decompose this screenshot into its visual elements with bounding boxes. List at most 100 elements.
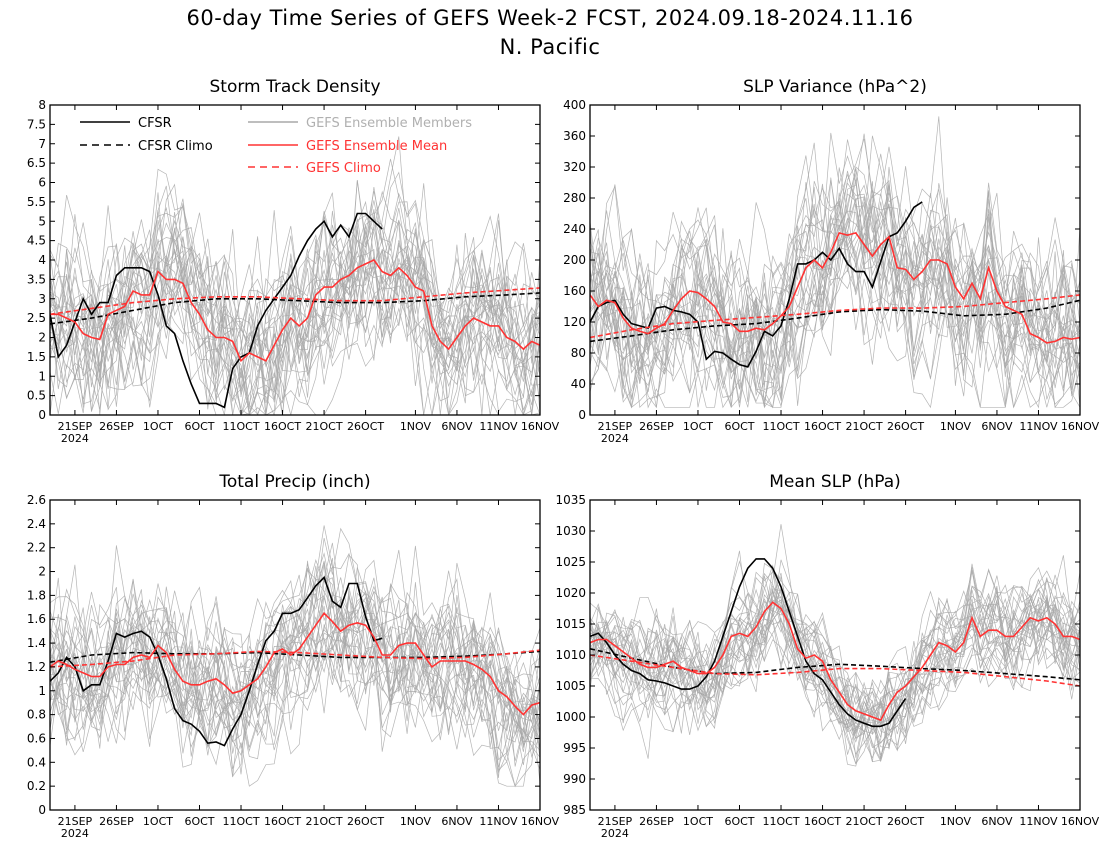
- y-tick-label: 2.2: [27, 541, 46, 555]
- y-tick-label: 1020: [555, 586, 586, 600]
- ensemble-member-line: [590, 170, 1080, 409]
- y-tick-label: 5: [38, 214, 46, 228]
- x-tick-label: 16NOV: [1061, 815, 1100, 828]
- y-tick-label: 0.4: [27, 755, 46, 769]
- y-tick-label: 40: [571, 377, 586, 391]
- y-tick-label: 0: [578, 408, 586, 422]
- y-tick-label: 400: [563, 98, 586, 112]
- page-subtitle: N. Pacific: [499, 35, 601, 59]
- legend-cfsr-climo-label: CFSR Climo: [138, 139, 213, 154]
- y-tick-label: 1.4: [27, 636, 46, 650]
- ensemble-member-line: [50, 560, 540, 759]
- y-tick-label: 7: [38, 137, 46, 151]
- x-tick-label: 11NOV: [1019, 815, 1058, 828]
- y-tick-label: 4: [38, 253, 46, 267]
- chart-title: Storm Track Density: [209, 77, 380, 97]
- ensemble-member-line: [50, 562, 540, 749]
- plot-frame: [49, 499, 541, 811]
- ensemble-member-line: [50, 183, 540, 411]
- ensemble-member-line: [50, 201, 540, 415]
- ensemble-member-line: [50, 595, 540, 788]
- series-line-gefs-ensemble-mean: [50, 612, 540, 716]
- ensemble-member-line: [590, 195, 1080, 409]
- ensemble-member-line: [50, 210, 540, 412]
- ensemble-member-line: [50, 192, 540, 415]
- ensemble-member-line: [590, 166, 1080, 408]
- x-tick-label: 1NOV: [940, 420, 972, 433]
- x-tick-label: 1OCT: [683, 420, 713, 433]
- y-tick-label: 1.2: [27, 660, 46, 674]
- x-tick-label: 26SEP: [639, 815, 674, 828]
- x-year-label: 2024: [601, 827, 629, 840]
- y-tick-label: 995: [563, 741, 586, 755]
- ensemble-member-line: [590, 560, 1080, 750]
- ensemble-member-line: [590, 167, 1080, 408]
- series-line-gefs-ensemble-mean: [50, 258, 540, 363]
- y-tick-label: 5.5: [27, 195, 46, 209]
- x-tick-label: 26OCT: [347, 420, 384, 433]
- x-tick-label: 6OCT: [184, 420, 214, 433]
- ensemble-member-line: [50, 171, 540, 415]
- ensemble-member-line: [50, 239, 540, 415]
- y-tick-label: 2.6: [27, 493, 46, 507]
- y-tick-label: 1.5: [27, 350, 46, 364]
- chart-panel: 0 0.5 1 1.5 2 2.5 3 3.5 4 4.5 5 5.5 6 6.5 7 7.5 8 21SEP 26…: [27, 77, 560, 445]
- x-tick-label: 1NOV: [400, 815, 432, 828]
- x-tick-label: 26SEP: [99, 420, 134, 433]
- y-tick-label: 3.5: [27, 272, 46, 286]
- ensemble-member-line: [590, 566, 1080, 763]
- y-tick-label: 120: [563, 315, 586, 329]
- y-tick-label: 0: [38, 408, 46, 422]
- x-tick-label: 6OCT: [724, 420, 754, 433]
- x-tick-label: 26OCT: [347, 815, 384, 828]
- x-tick-label: 11OCT: [762, 815, 799, 828]
- y-tick-label: 1030: [555, 524, 586, 538]
- series-line-cfsr: [590, 558, 907, 728]
- y-tick-label: 8: [38, 98, 46, 112]
- ensemble-member-line: [50, 222, 540, 415]
- y-tick-label: 2.4: [27, 517, 46, 531]
- legend-gefs-climo-label: GEFS Climo: [306, 161, 381, 176]
- x-tick-label: 16NOV: [521, 420, 560, 433]
- x-tick-label: 21OCT: [306, 420, 343, 433]
- x-tick-label: 6NOV: [441, 815, 473, 828]
- y-tick-label: 1: [38, 369, 46, 383]
- y-tick-label: 1000: [555, 710, 586, 724]
- ensemble-member-line: [590, 588, 1080, 755]
- x-year-label: 2024: [61, 432, 89, 445]
- chart-title: Total Precip (inch): [218, 472, 370, 492]
- ensemble-member-line: [590, 166, 1080, 403]
- y-tick-label: 0.5: [27, 389, 46, 403]
- x-tick-label: 21SEP: [598, 815, 633, 828]
- x-tick-label: 26SEP: [99, 815, 134, 828]
- y-tick-label: 2.5: [27, 311, 46, 325]
- x-year-label: 2024: [601, 432, 629, 445]
- x-tick-label: 6OCT: [184, 815, 214, 828]
- y-tick-label: 3: [38, 292, 46, 306]
- y-tick-label: 200: [563, 253, 586, 267]
- x-tick-label: 11NOV: [1019, 420, 1058, 433]
- x-tick-label: 1OCT: [143, 815, 173, 828]
- ensemble-member-line: [590, 562, 1080, 733]
- x-tick-label: 21OCT: [846, 815, 883, 828]
- y-tick-label: 320: [563, 160, 586, 174]
- series-line-gefs-ensemble-mean: [590, 601, 1080, 722]
- ensemble-member-line: [50, 561, 540, 787]
- ensemble-member-line: [590, 179, 1080, 408]
- chart-title: SLP Variance (hPa^2): [743, 77, 927, 97]
- ensemble-member-line: [590, 183, 1080, 408]
- y-tick-label: 6: [38, 176, 46, 190]
- x-tick-label: 21SEP: [58, 420, 93, 433]
- x-tick-label: 6NOV: [981, 815, 1013, 828]
- y-tick-label: 1005: [555, 679, 586, 693]
- page-title: 60-day Time Series of GEFS Week-2 FCST, …: [186, 6, 914, 30]
- y-tick-label: 4.5: [27, 234, 46, 248]
- y-tick-label: 1025: [555, 555, 586, 569]
- legend: CFSR CFSR Climo GEFS Ensemble Members GEFS …: [80, 116, 472, 176]
- y-tick-label: 6.5: [27, 156, 46, 170]
- x-tick-label: 16NOV: [1061, 420, 1100, 433]
- series-line-cfsr: [50, 212, 383, 409]
- x-tick-label: 21OCT: [846, 420, 883, 433]
- x-tick-label: 16OCT: [264, 815, 301, 828]
